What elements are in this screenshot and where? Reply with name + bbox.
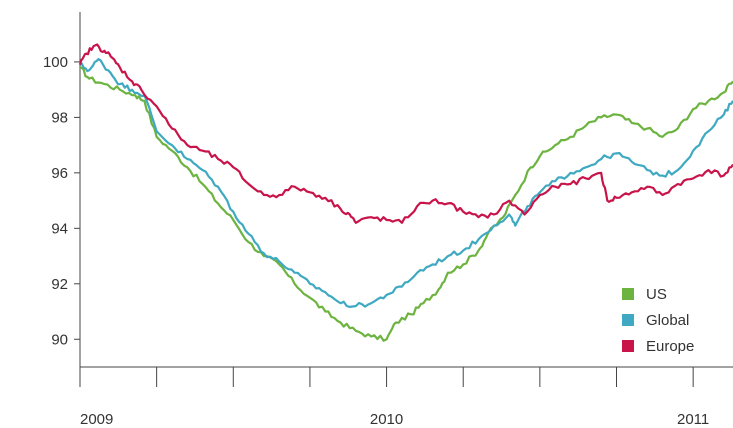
x-ticks: 2009 2010 2011: [79, 367, 709, 428]
y-tick-label: 90: [51, 331, 68, 348]
x-tick-label: 2011: [677, 411, 709, 428]
x-tick-label: 2010: [370, 411, 403, 428]
series-line-europe: [78, 43, 733, 224]
y-tick-label: 92: [51, 276, 68, 293]
legend: US Global Europe: [622, 286, 694, 355]
y-tick-label: 94: [51, 220, 68, 237]
legend-label: Europe: [646, 338, 694, 355]
series-layer: [78, 43, 733, 342]
y-tick-label: 98: [51, 109, 68, 126]
legend-swatch-global: [622, 314, 634, 326]
series-line-global: [79, 57, 733, 308]
y-tick-label: 100: [43, 54, 68, 71]
x-tick-label: 2009: [80, 411, 113, 428]
y-tick-label: 96: [51, 165, 68, 182]
legend-swatch-europe: [622, 340, 634, 352]
series-line-us: [79, 66, 733, 342]
legend-swatch-us: [622, 288, 634, 300]
chart-axes: [79, 12, 733, 368]
legend-label: Global: [646, 312, 689, 329]
legend-label: US: [646, 286, 667, 303]
y-ticks: 90 92 94 96 98 100: [43, 54, 80, 348]
